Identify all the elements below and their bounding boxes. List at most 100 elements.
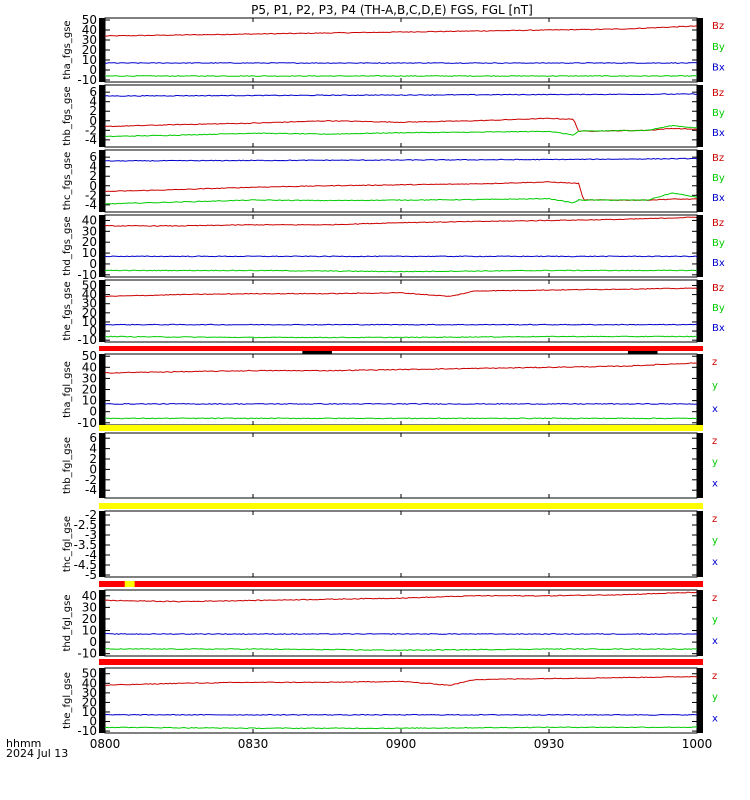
y-axis-label: thb_fgl_gse	[62, 437, 73, 494]
status-bar	[99, 659, 703, 665]
y-tick-label: 0	[89, 179, 97, 193]
time-format-label: hhmm	[6, 737, 41, 750]
series-line-by	[105, 124, 697, 138]
y-tick-label: 40	[82, 288, 97, 302]
status-bar-fill	[99, 581, 703, 587]
legend-bz: Bz	[712, 283, 724, 294]
series-line-y	[105, 417, 697, 420]
legend-bx: Bx	[712, 128, 725, 139]
legend-y: y	[712, 457, 718, 468]
y-tick-label: -4	[85, 133, 97, 147]
y-tick-label: -4	[85, 483, 97, 497]
status-bar	[99, 503, 703, 509]
legend-x: x	[712, 557, 718, 568]
y-tick-label: 2	[89, 104, 97, 118]
y-tick-label: 30	[82, 371, 97, 385]
y-tick-label: 20	[82, 235, 97, 249]
y-tick-label: 0	[89, 63, 97, 77]
status-bar	[99, 425, 703, 431]
x-tick-label: 0800	[90, 737, 121, 751]
right-edge-strip	[697, 280, 703, 342]
series-line-by	[105, 75, 697, 77]
series-line-bx	[105, 93, 697, 97]
legend-bx: Bx	[712, 63, 725, 74]
y-tick-label: 40	[82, 589, 97, 603]
legend-by: By	[712, 42, 725, 53]
left-edge-strip	[99, 280, 105, 342]
legend-y: y	[712, 615, 718, 626]
y-tick-label: -4.5	[74, 558, 97, 572]
y-axis-label: thb_fgs_gse	[62, 86, 73, 145]
series-line-y	[105, 726, 697, 730]
y-tick-label: -3.5	[74, 538, 97, 552]
panel-frame	[104, 589, 698, 657]
right-edge-strip	[697, 150, 703, 212]
y-tick-label: 10	[82, 624, 97, 638]
legend-bz: Bz	[712, 21, 724, 32]
left-edge-strip	[99, 590, 105, 656]
y-tick-label: 20	[82, 43, 97, 57]
date-label: 2024 Jul 13	[6, 747, 68, 760]
left-edge-strip	[99, 433, 105, 498]
series-line-z	[105, 362, 697, 374]
series-line-bz	[105, 181, 697, 202]
legend-z: z	[712, 436, 717, 447]
series-line-bx	[105, 323, 697, 326]
y-tick-label: 30	[82, 224, 97, 238]
y-tick-label: 4	[89, 95, 97, 109]
y-tick-label: 40	[82, 23, 97, 37]
y-tick-label: 30	[82, 686, 97, 700]
panel-frame	[104, 17, 698, 83]
y-axis-label: the_fgs_gse	[62, 281, 73, 340]
legend-by: By	[712, 238, 725, 249]
y-tick-label: -5	[85, 568, 97, 582]
status-bar-fill	[99, 659, 703, 665]
left-edge-strip	[99, 215, 105, 277]
y-tick-label: 6	[89, 85, 97, 99]
series-line-x	[105, 713, 697, 716]
left-edge-strip	[99, 85, 105, 147]
y-axis-label: tha_fgl_gse	[62, 361, 73, 418]
series-line-bz	[105, 287, 697, 298]
x-tick-label: 0830	[238, 737, 269, 751]
series-line-bz	[105, 117, 697, 132]
y-tick-label: -3	[85, 528, 97, 542]
legend-y: y	[712, 380, 718, 391]
series-line-bx	[105, 62, 697, 64]
right-edge-strip	[697, 354, 703, 425]
legend-x: x	[712, 404, 718, 415]
y-tick-label: 10	[82, 705, 97, 719]
legend-y: y	[712, 536, 718, 547]
y-tick-label: -10	[77, 73, 97, 87]
y-tick-label: 4	[89, 442, 97, 456]
y-tick-label: 20	[82, 383, 97, 397]
left-edge-strip	[99, 150, 105, 212]
legend-z: z	[712, 357, 717, 368]
y-tick-label: 6	[89, 431, 97, 445]
y-tick-label: 50	[82, 349, 97, 363]
y-tick-label: -10	[77, 416, 97, 430]
y-axis-label: tha_fgs_gse	[62, 20, 73, 79]
y-axis-label: thd_fgs_gse	[62, 216, 73, 275]
right-edge-strip	[697, 85, 703, 147]
left-edge-strip	[99, 511, 105, 577]
right-edge-strip	[697, 668, 703, 733]
y-tick-label: 0	[89, 257, 97, 271]
legend-bz: Bz	[712, 153, 724, 164]
series-line-bz	[105, 216, 697, 227]
legend-bx: Bx	[712, 323, 725, 334]
legend-x: x	[712, 636, 718, 647]
y-tick-label: 2	[89, 452, 97, 466]
series-line-by	[105, 192, 697, 205]
y-axis-label: thc_fgs_gse	[62, 152, 73, 211]
y-tick-label: 10	[82, 53, 97, 67]
y-tick-label: 20	[82, 695, 97, 709]
left-edge-strip	[99, 18, 105, 82]
y-tick-label: -10	[77, 647, 97, 661]
status-bar-fill	[99, 425, 703, 431]
y-tick-label: 2	[89, 169, 97, 183]
